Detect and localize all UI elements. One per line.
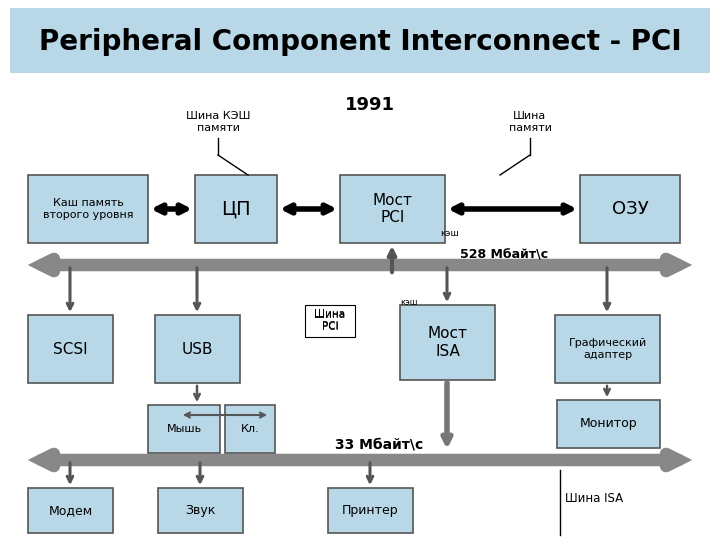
- Text: Peripheral Component Interconnect - PCI: Peripheral Component Interconnect - PCI: [39, 28, 681, 56]
- FancyBboxPatch shape: [557, 400, 660, 448]
- FancyBboxPatch shape: [305, 305, 355, 337]
- FancyBboxPatch shape: [28, 175, 148, 243]
- FancyBboxPatch shape: [225, 405, 275, 453]
- FancyBboxPatch shape: [10, 8, 710, 73]
- FancyBboxPatch shape: [328, 488, 413, 533]
- FancyBboxPatch shape: [158, 488, 243, 533]
- Text: Графический
адаптер: Графический адаптер: [568, 338, 647, 360]
- FancyBboxPatch shape: [555, 315, 660, 383]
- Text: Шина
PCI: Шина PCI: [315, 309, 346, 331]
- FancyBboxPatch shape: [28, 488, 113, 533]
- Text: Шина КЭШ
памяти: Шина КЭШ памяти: [186, 111, 250, 133]
- FancyBboxPatch shape: [28, 315, 113, 383]
- FancyBboxPatch shape: [400, 305, 495, 380]
- Text: Шина
памяти: Шина памяти: [508, 111, 552, 133]
- Text: Монитор: Монитор: [580, 417, 637, 430]
- Text: Каш память
второго уровня: Каш память второго уровня: [42, 198, 133, 220]
- Text: Звук: Звук: [185, 504, 216, 517]
- Text: ОЗУ: ОЗУ: [611, 200, 649, 218]
- Text: 1991: 1991: [345, 96, 395, 114]
- Text: Мост
ISA: Мост ISA: [428, 326, 467, 359]
- Text: Мост
PCI: Мост PCI: [372, 193, 413, 225]
- Text: Кл.: Кл.: [240, 424, 259, 434]
- Text: ЦП: ЦП: [221, 199, 251, 219]
- Text: 33 Мбайт\с: 33 Мбайт\с: [335, 438, 423, 452]
- Text: Принтер: Принтер: [342, 504, 399, 517]
- Text: кэш: кэш: [440, 229, 459, 238]
- Text: Шина ISA: Шина ISA: [565, 491, 623, 504]
- FancyBboxPatch shape: [340, 175, 445, 243]
- Text: SCSI: SCSI: [53, 341, 88, 356]
- Text: Модем: Модем: [48, 504, 93, 517]
- FancyBboxPatch shape: [580, 175, 680, 243]
- Text: Шина
PCI: Шина PCI: [315, 310, 346, 332]
- Text: Мышь: Мышь: [166, 424, 202, 434]
- FancyBboxPatch shape: [195, 175, 277, 243]
- FancyBboxPatch shape: [155, 315, 240, 383]
- FancyBboxPatch shape: [148, 405, 220, 453]
- Text: 528 Мбайт\с: 528 Мбайт\с: [460, 248, 548, 261]
- Text: кэш: кэш: [400, 298, 418, 307]
- Text: USB: USB: [181, 341, 213, 356]
